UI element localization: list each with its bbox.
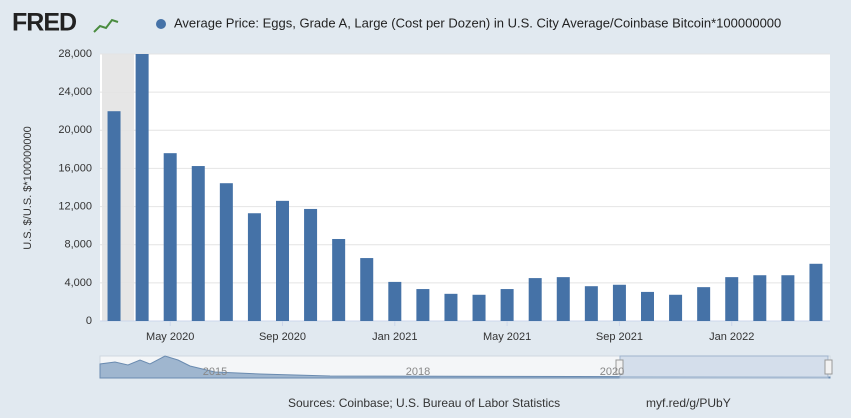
bar (388, 281, 402, 321)
sources: Sources: Coinbase; U.S. Bureau of Labor … (288, 396, 560, 410)
bar (500, 289, 514, 321)
x-tick-label: Jan 2022 (709, 331, 754, 343)
x-tick-label: Sep 2020 (259, 331, 306, 343)
y-tick-label: 20,000 (58, 124, 92, 136)
bar (444, 293, 458, 321)
y-tick-label: 28,000 (58, 48, 92, 60)
y-tick-label: 0 (86, 315, 92, 327)
navigator-selection[interactable] (619, 355, 829, 379)
bar (163, 153, 177, 321)
bar (556, 277, 570, 321)
bar (472, 294, 486, 321)
plot-area (100, 54, 830, 321)
y-tick-label: 12,000 (58, 200, 92, 212)
navigator-label: 2018 (406, 366, 430, 378)
bar (725, 277, 739, 321)
navigator-handle[interactable] (615, 359, 624, 375)
y-tick-label: 24,000 (58, 86, 92, 98)
bar (332, 238, 346, 321)
short-link[interactable]: myf.red/g/PUbY (646, 396, 731, 410)
x-tick-label: Jan 2021 (372, 331, 417, 343)
navigator-label: 2015 (203, 366, 227, 378)
bar (191, 166, 205, 321)
bar (416, 289, 430, 321)
x-tick-label: May 2021 (483, 331, 531, 343)
bar (219, 183, 233, 321)
y-axis-label: U.S. $/U.S. $*100000000 (22, 126, 34, 250)
x-tick-label: Sep 2021 (596, 331, 643, 343)
logo: FRED (12, 9, 76, 37)
y-tick-label: 16,000 (58, 162, 92, 174)
bar (697, 287, 711, 321)
legend-marker[interactable] (156, 19, 166, 29)
navigator[interactable] (99, 355, 833, 379)
bar (247, 213, 261, 321)
bar (304, 208, 318, 321)
bar (781, 275, 795, 321)
bar (135, 54, 149, 321)
logo-icon (93, 18, 119, 33)
y-tick-label: 8,000 (64, 239, 92, 251)
navigator-label: 2020 (600, 366, 624, 378)
navigator-handle[interactable] (824, 359, 833, 375)
bar (753, 275, 767, 321)
bar (584, 286, 598, 321)
bar (809, 263, 823, 321)
bar (276, 200, 289, 321)
bar (107, 111, 121, 321)
y-tick-label: 4,000 (64, 277, 92, 289)
bar (528, 278, 542, 321)
x-tick-label: May 2020 (146, 331, 194, 343)
bar (360, 258, 374, 321)
bar (669, 294, 683, 321)
chart-title[interactable]: Average Price: Eggs, Grade A, Large (Cos… (174, 15, 781, 30)
bar (612, 284, 626, 321)
bar (641, 291, 654, 321)
